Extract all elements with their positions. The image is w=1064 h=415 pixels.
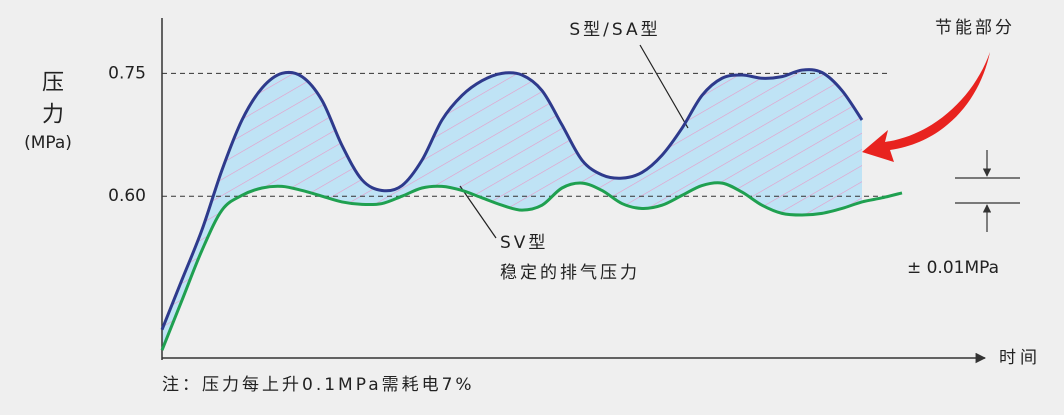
y-unit: (MPa): [24, 133, 72, 153]
tolerance-label: ± 0.01MPa: [907, 258, 999, 278]
leader-line: [459, 185, 497, 239]
y-tick-label: 0.60: [108, 186, 146, 206]
series-label: SV型: [500, 233, 548, 253]
savings-label: 节能部分: [935, 18, 1015, 38]
x-label: 时间: [999, 348, 1041, 368]
note: 注：压力每上升0.1MPa需耗电7%: [162, 375, 475, 395]
series-label: S型/SA型: [569, 20, 660, 40]
savings-arrow: [862, 52, 990, 162]
savings-area: [162, 69, 862, 351]
y-tick-label: 0.75: [108, 63, 146, 83]
leader-line: [639, 44, 689, 129]
series-line: [160, 181, 903, 351]
sv-desc: 稳定的排气压力: [500, 263, 640, 283]
series-line: [160, 68, 864, 331]
y-label: 压力: [38, 70, 64, 134]
